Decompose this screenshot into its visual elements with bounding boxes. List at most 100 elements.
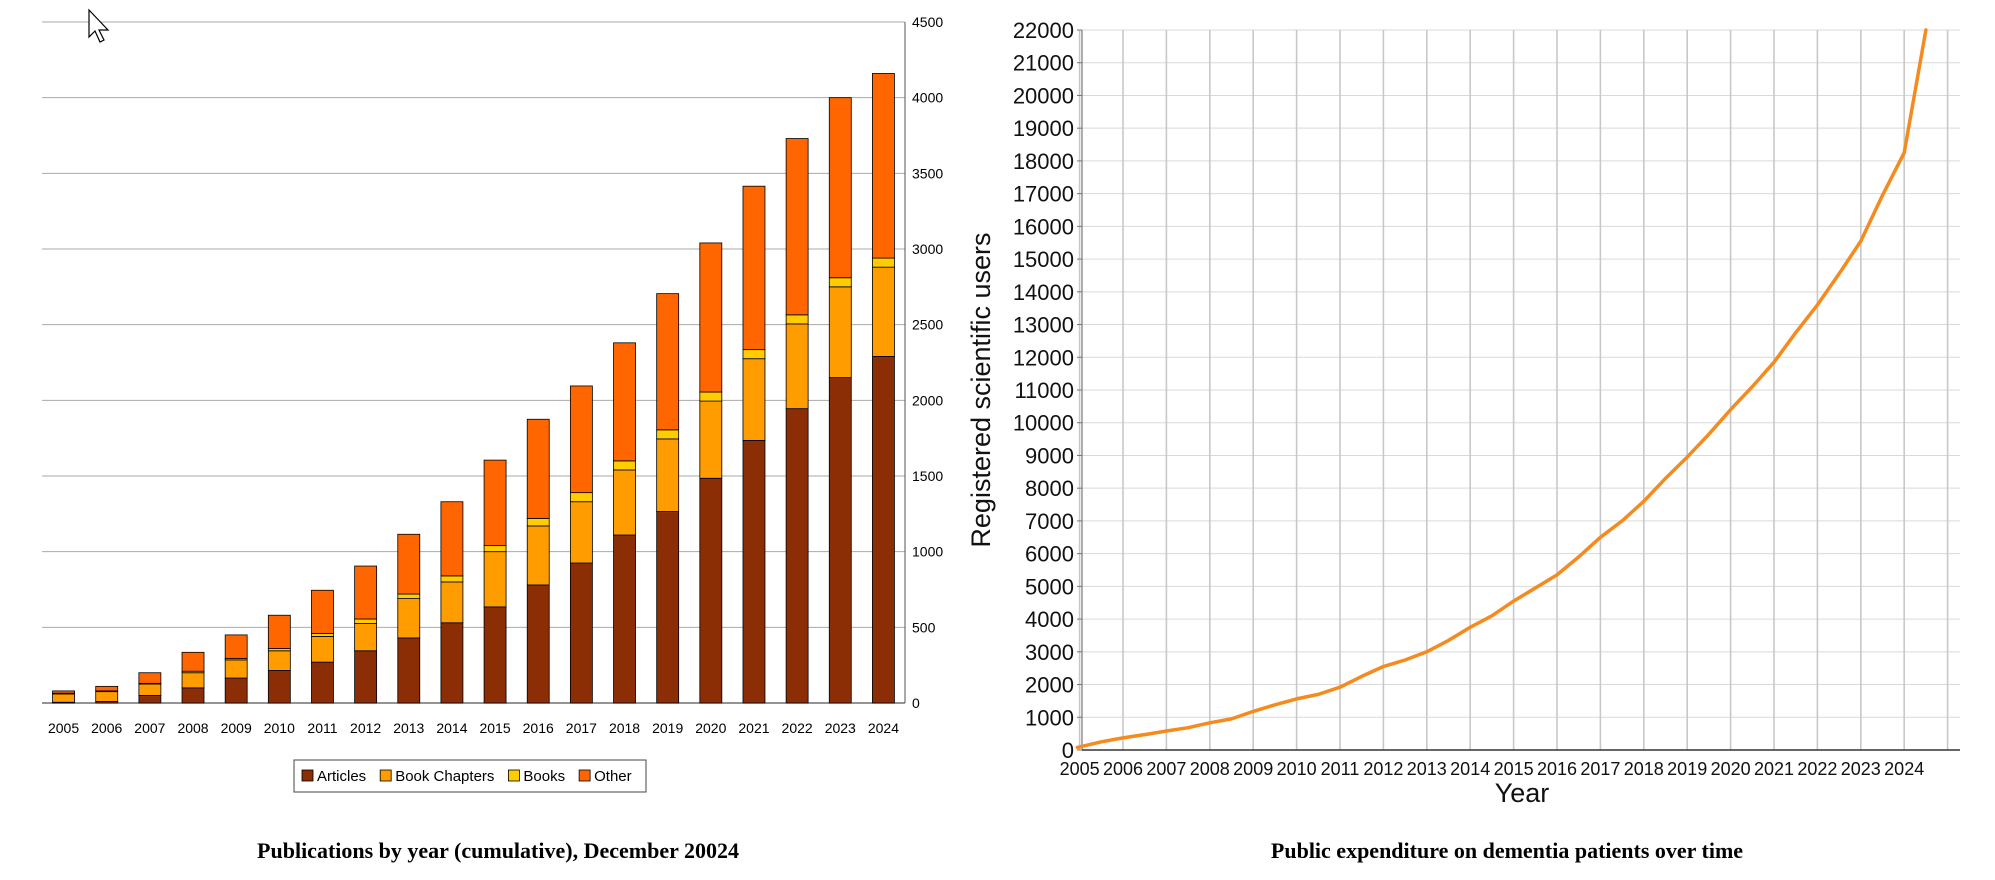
bar-articles [872,356,895,704]
x-tick-label: 2010 [264,720,295,736]
y-tick-label: 3500 [912,165,943,181]
bar-book-chapters [569,501,593,564]
bar-articles [526,584,550,704]
bar-book-chapters [483,551,507,608]
x-tick-label: 2020 [695,720,726,736]
bar-other [397,533,421,595]
bar-articles [699,477,723,704]
x-tick-label: 2013 [393,720,424,736]
bar-articles [742,440,766,704]
mouse-cursor-icon [88,8,110,43]
y-tick-label: 2000 [1025,673,1074,698]
bar-books [656,429,680,440]
x-tick-label: 2019 [1667,759,1707,779]
y-tick-label: 15000 [1013,247,1074,272]
y-tick-label: 17000 [1013,182,1074,207]
bar-other [785,138,809,316]
y-tick-label: 3000 [912,241,943,257]
x-tick-label: 2017 [1580,759,1620,779]
bar-book-chapters [613,469,636,536]
x-tick-label: 2012 [350,720,381,736]
y-tick-label: 21000 [1013,51,1074,76]
y-tick-label: 1500 [912,468,943,484]
bar-books [526,517,550,527]
x-tick-label: 2024 [868,720,899,736]
right-y-tick-labels: 0 1000 2000 3000 4000 5000 6000 7000 8000 9000 100… [1013,18,1082,763]
bar-articles [267,670,291,704]
x-tick-label: 2018 [609,720,640,736]
x-tick-label: 2017 [566,720,597,736]
y-tick-label: 2000 [912,392,943,408]
y-tick-label: 14000 [1013,280,1074,305]
bar-articles [440,622,464,704]
x-tick-label: 2024 [1884,759,1924,779]
bar-articles [181,687,205,704]
publications-bar-chart: 0 500 1000 1500 2000 2500 3000 3500 4000 4500 200… [42,14,943,793]
legend-label: Books [523,768,565,785]
bar-other [526,418,550,519]
series-line [1075,28,1928,750]
bar-other [311,589,334,634]
x-tick-label: 2006 [1103,759,1143,779]
bar-other [354,565,378,620]
bar-articles [785,408,809,704]
y-tick-label: 19000 [1013,116,1074,141]
y-tick-label: 10000 [1013,411,1074,436]
y-tick-label: 8000 [1025,476,1074,501]
x-tick-label: 2014 [1450,759,1490,779]
y-tick-label: 22000 [1013,18,1074,43]
left-bars [52,73,895,704]
bar-other [224,634,248,659]
x-tick-label: 2010 [1277,759,1317,779]
bar-book-chapters [224,659,248,679]
legend-label: Articles [317,768,366,785]
y-tick-label: 4500 [912,14,943,30]
x-tick-label: 2016 [1537,759,1577,779]
y-tick-label: 12000 [1013,345,1074,370]
y-tick-label: 20000 [1013,83,1074,108]
bar-book-chapters [828,286,852,379]
bar-book-chapters [785,323,809,410]
bar-books [311,632,334,637]
bar-books [397,593,421,599]
legend-label: Book Chapters [395,768,494,785]
x-tick-label: 2007 [134,720,165,736]
bar-book-chapters [354,623,378,652]
bar-books [785,314,809,325]
left-gridlines [42,21,906,704]
bar-book-chapters [138,683,162,696]
bar-book-chapters [526,525,550,586]
legend-label: Other [594,768,632,785]
bar-books [569,492,593,503]
bar-book-chapters [872,266,895,357]
bar-book-chapters [52,693,75,703]
y-tick-label: 2500 [912,317,943,333]
y-tick-label: 3000 [1025,640,1074,665]
y-tick-label: 500 [912,619,936,635]
bar-articles [656,511,680,704]
y-axis-label: Registered scientific users [966,232,996,547]
x-tick-label: 2009 [1233,759,1273,779]
y-tick-label: 6000 [1025,542,1074,567]
x-tick-label: 2011 [1321,759,1360,779]
bar-book-chapters [267,650,291,671]
x-tick-label: 2005 [1060,759,1100,779]
x-tick-label: 2011 [307,720,337,736]
bar-books [354,618,378,624]
bar-books [872,257,895,268]
bar-other [52,690,75,694]
x-tick-label: 2023 [825,720,856,736]
bar-book-chapters [699,400,723,479]
bar-other [872,73,895,259]
y-tick-label: 18000 [1013,149,1074,174]
bar-articles [397,637,421,704]
x-tick-label: 2008 [1190,759,1230,779]
right-x-tick-labels: 2005 2006 2007 2008 2009 2010 2011 2012 2013 2014… [1060,759,1925,779]
x-tick-label: 2022 [1797,759,1837,779]
y-tick-label: 11000 [1014,378,1074,403]
x-tick-label: 2022 [782,720,813,736]
bar-articles [138,695,162,704]
bar-other [742,185,766,351]
right-gridlines [1078,29,1960,751]
